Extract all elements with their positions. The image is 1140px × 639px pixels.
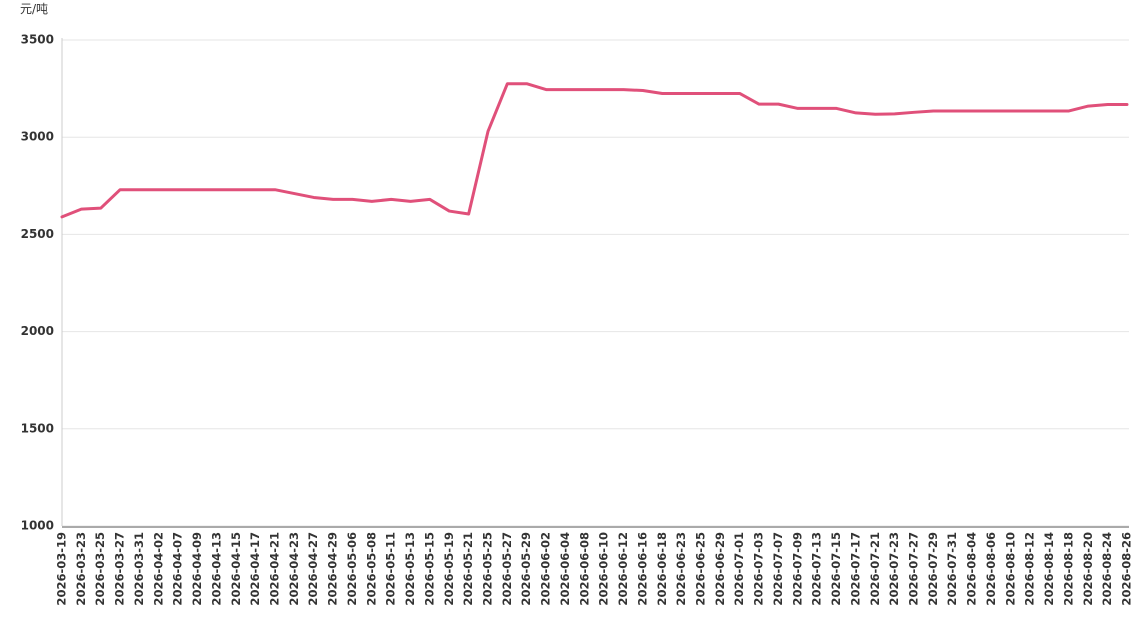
x-tick-label: 2026-07-01 <box>732 532 746 606</box>
x-tick-label: 2026-03-31 <box>132 532 146 606</box>
x-tick-label: 2026-05-15 <box>422 532 436 606</box>
y-tick-label: 3000 <box>21 130 54 144</box>
x-tick-label: 2026-04-07 <box>171 532 185 606</box>
x-tick-label: 2026-05-29 <box>519 532 533 606</box>
x-tick-label: 2026-04-02 <box>151 532 165 606</box>
x-tick-label: 2026-04-09 <box>190 532 204 606</box>
x-tick-label: 2026-04-21 <box>268 532 282 606</box>
x-tick-label: 2026-08-12 <box>1023 532 1037 606</box>
x-tick-label: 2026-07-29 <box>926 532 940 606</box>
x-tick-label: 2026-05-13 <box>403 532 417 606</box>
y-tick-label: 1000 <box>21 519 54 533</box>
x-tick-label: 2026-05-21 <box>461 532 475 606</box>
x-tick-label: 2026-08-18 <box>1061 532 1075 606</box>
y-axis-label: 元/吨 <box>20 2 48 16</box>
y-tick-label: 1500 <box>21 421 54 435</box>
x-tick-label: 2026-05-06 <box>345 532 359 606</box>
x-tick-label: 2026-08-20 <box>1081 532 1095 606</box>
x-tick-label: 2026-05-25 <box>481 532 495 606</box>
x-tick-label: 2026-03-25 <box>93 532 107 606</box>
x-tick-label: 2026-06-02 <box>539 532 553 606</box>
x-tick-label: 2026-08-24 <box>1100 532 1114 606</box>
x-tick-label: 2026-06-16 <box>635 532 649 606</box>
x-tick-label: 2026-07-23 <box>887 532 901 606</box>
x-tick-label: 2026-07-31 <box>945 532 959 606</box>
x-tick-label: 2026-03-19 <box>55 532 69 606</box>
x-tick-label: 2026-06-10 <box>597 532 611 606</box>
y-tick-label: 3500 <box>21 33 54 47</box>
x-tick-label: 2026-07-17 <box>848 532 862 606</box>
x-tick-label: 2026-04-23 <box>287 532 301 606</box>
x-tick-label: 2026-06-08 <box>577 532 591 606</box>
x-tick-label: 2026-08-14 <box>1042 532 1056 606</box>
x-tick-label: 2026-08-26 <box>1120 532 1134 606</box>
x-tick-label: 2026-06-29 <box>713 532 727 606</box>
x-tick-label: 2026-04-17 <box>248 532 262 606</box>
x-tick-label: 2026-07-21 <box>868 532 882 606</box>
x-tick-label: 2026-07-27 <box>907 532 921 606</box>
x-tick-label: 2026-04-15 <box>229 532 243 606</box>
x-tick-label: 2026-06-12 <box>616 532 630 606</box>
x-tick-label: 2026-04-29 <box>326 532 340 606</box>
x-tick-label: 2026-08-06 <box>984 532 998 606</box>
x-tick-label: 2026-06-04 <box>558 532 572 606</box>
x-tick-label: 2026-03-23 <box>74 532 88 606</box>
x-tick-label: 2026-06-23 <box>674 532 688 606</box>
x-tick-label: 2026-07-07 <box>771 532 785 606</box>
x-tick-label: 2026-04-13 <box>209 532 223 606</box>
x-tick-label: 2026-07-03 <box>752 532 766 606</box>
x-tick-label: 2026-08-10 <box>1003 532 1017 606</box>
x-tick-label: 2026-05-27 <box>500 532 514 606</box>
x-tick-label: 2026-05-19 <box>442 532 456 606</box>
x-tick-label: 2026-08-04 <box>965 532 979 606</box>
x-tick-label: 2026-05-11 <box>384 532 398 606</box>
x-tick-label: 2026-07-13 <box>810 532 824 606</box>
x-tick-label: 2026-05-08 <box>364 532 378 606</box>
y-tick-label: 2000 <box>21 324 54 338</box>
x-tick-label: 2026-06-18 <box>655 532 669 606</box>
x-tick-label: 2026-04-27 <box>306 532 320 606</box>
x-tick-label: 2026-07-09 <box>790 532 804 606</box>
x-tick-label: 2026-06-25 <box>694 532 708 606</box>
line <box>60 82 1129 219</box>
x-tick-label: 2026-07-15 <box>829 532 843 606</box>
y-tick-label: 2500 <box>21 227 54 241</box>
x-tick-label: 2026-03-27 <box>113 532 127 606</box>
